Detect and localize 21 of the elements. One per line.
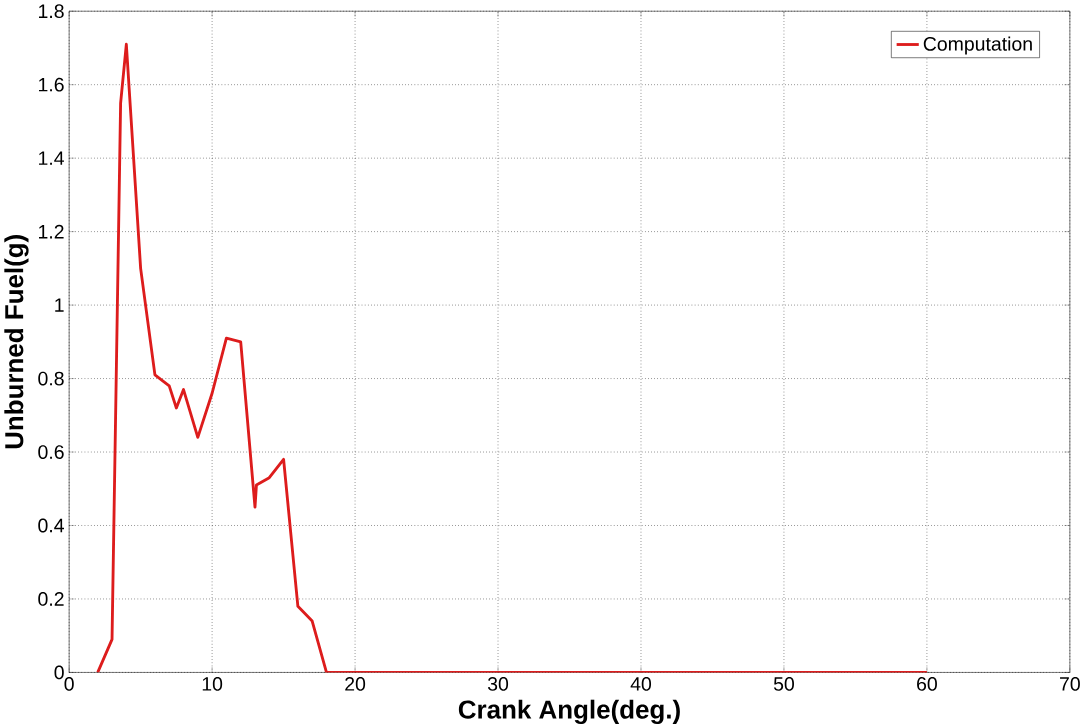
- y-tick-label: 1.2: [39, 224, 64, 239]
- y-tick-label: 0.8: [38, 371, 64, 386]
- y-tick-label: 1.8: [39, 4, 64, 18]
- y-tick-label: 0.6: [38, 444, 64, 459]
- y-tick-label: 0: [54, 665, 64, 680]
- y-tick-label: 1.4: [39, 151, 64, 165]
- y-tick-label: 1.6: [39, 77, 64, 92]
- x-tick-label: 60: [917, 676, 937, 691]
- x-tick-label: 40: [630, 676, 652, 691]
- x-tick-label: 0: [64, 676, 74, 691]
- x-tick-label: 50: [773, 676, 794, 691]
- x-tick-label: 30: [487, 676, 509, 691]
- y-tick-label: 1: [55, 298, 64, 312]
- y-tick-label: 0.2: [38, 591, 64, 606]
- x-tick-label: 10: [202, 676, 223, 691]
- x-tick-label: 20: [345, 676, 366, 691]
- legend-label: Computation: [923, 36, 1032, 55]
- y-axis-title: Unburned Fuel(g): [4, 234, 29, 449]
- x-tick-label: 70: [1060, 676, 1080, 691]
- x-axis-title: Crank Angle(deg.): [458, 699, 680, 724]
- y-tick-label: 0.4: [38, 518, 64, 533]
